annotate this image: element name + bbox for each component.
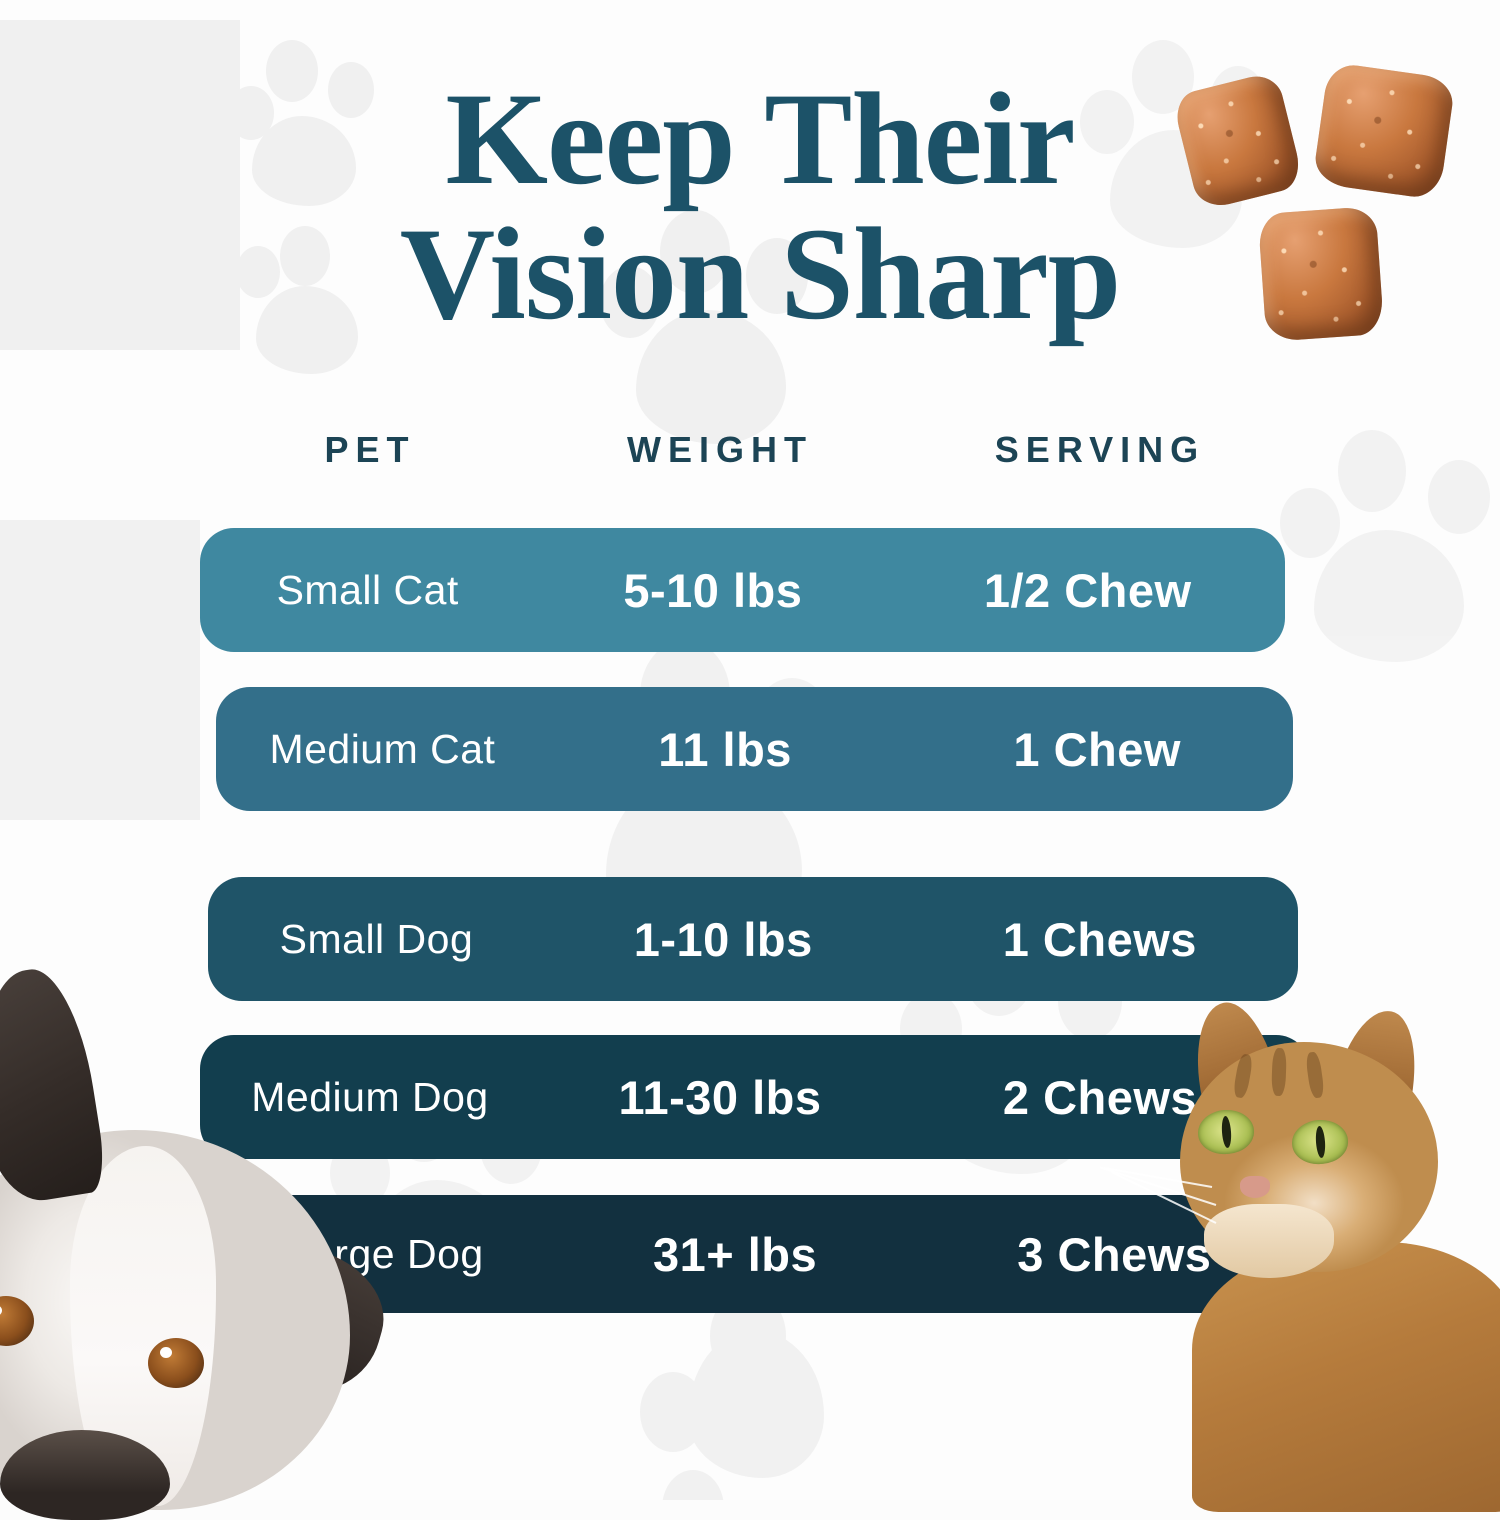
chew-treats-image xyxy=(1170,60,1490,390)
cell-pet: Small Cat xyxy=(276,566,459,613)
cell-pet: Medium Cat xyxy=(269,725,496,772)
paw-decor-7 xyxy=(640,1290,900,1500)
cell-serving: 1 Chew xyxy=(1013,722,1181,776)
page-title: Keep Their Vision Sharp xyxy=(0,65,1500,347)
cell-serving: 1 Chews xyxy=(1002,912,1197,966)
column-header-weight: WEIGHT xyxy=(627,429,813,470)
page-title-line-2: Vision Sharp xyxy=(399,199,1121,347)
cell-pet: Medium Dog xyxy=(251,1073,489,1120)
page-title-line-1: Keep Their xyxy=(445,65,1075,212)
cat-chin xyxy=(1204,1204,1334,1278)
cell-weight: 5-10 lbs xyxy=(623,563,803,617)
paw-decor-1 xyxy=(228,40,378,210)
paw-decor-3 xyxy=(600,210,830,460)
paw-decor-2 xyxy=(236,212,386,382)
cell-weight: 1-10 lbs xyxy=(633,912,813,966)
dog-ear-left xyxy=(0,962,110,1208)
table-row: Small Dog 1-10 lbs 1 Chews xyxy=(208,877,1298,1001)
dog-photo xyxy=(0,960,399,1520)
table-row: Medium Cat 11 lbs 1 Chew xyxy=(216,687,1293,811)
cell-weight: 31+ lbs xyxy=(652,1227,818,1281)
column-header-serving: SERVING xyxy=(994,429,1206,470)
paw-decor-6 xyxy=(1280,430,1500,680)
table-row: Large Dog 31+ lbs 3 Chews xyxy=(216,1195,1314,1313)
cell-serving: 2 Chews xyxy=(1002,1070,1198,1124)
feeding-guide-table: PET WEIGHT SERVING Small Cat 5-10 lbs 1/… xyxy=(200,415,1314,1313)
bone-decor-top-left xyxy=(0,20,240,350)
cell-serving: 3 Chews xyxy=(1017,1227,1212,1281)
bone-decor-left xyxy=(0,520,200,820)
cell-weight: 11-30 lbs xyxy=(618,1070,822,1124)
table-header-row: PET WEIGHT SERVING xyxy=(200,415,1310,485)
cat-body xyxy=(1192,1242,1500,1512)
cat-nose xyxy=(1240,1176,1270,1198)
treat-cube-3 xyxy=(1257,206,1385,342)
cell-serving: 1/2 Chew xyxy=(983,563,1192,617)
cell-pet: Small Dog xyxy=(279,915,474,962)
cell-weight: 11 lbs xyxy=(658,722,792,776)
treat-cube-1 xyxy=(1171,70,1305,212)
column-header-pet: PET xyxy=(324,429,416,470)
treat-cube-2 xyxy=(1312,61,1456,201)
cat-photo xyxy=(1099,980,1500,1512)
table-row: Small Cat 5-10 lbs 1/2 Chew xyxy=(200,528,1285,652)
dog-eye-right xyxy=(148,1338,204,1388)
table-row: Medium Dog 11-30 lbs 2 Chews xyxy=(200,1035,1310,1159)
